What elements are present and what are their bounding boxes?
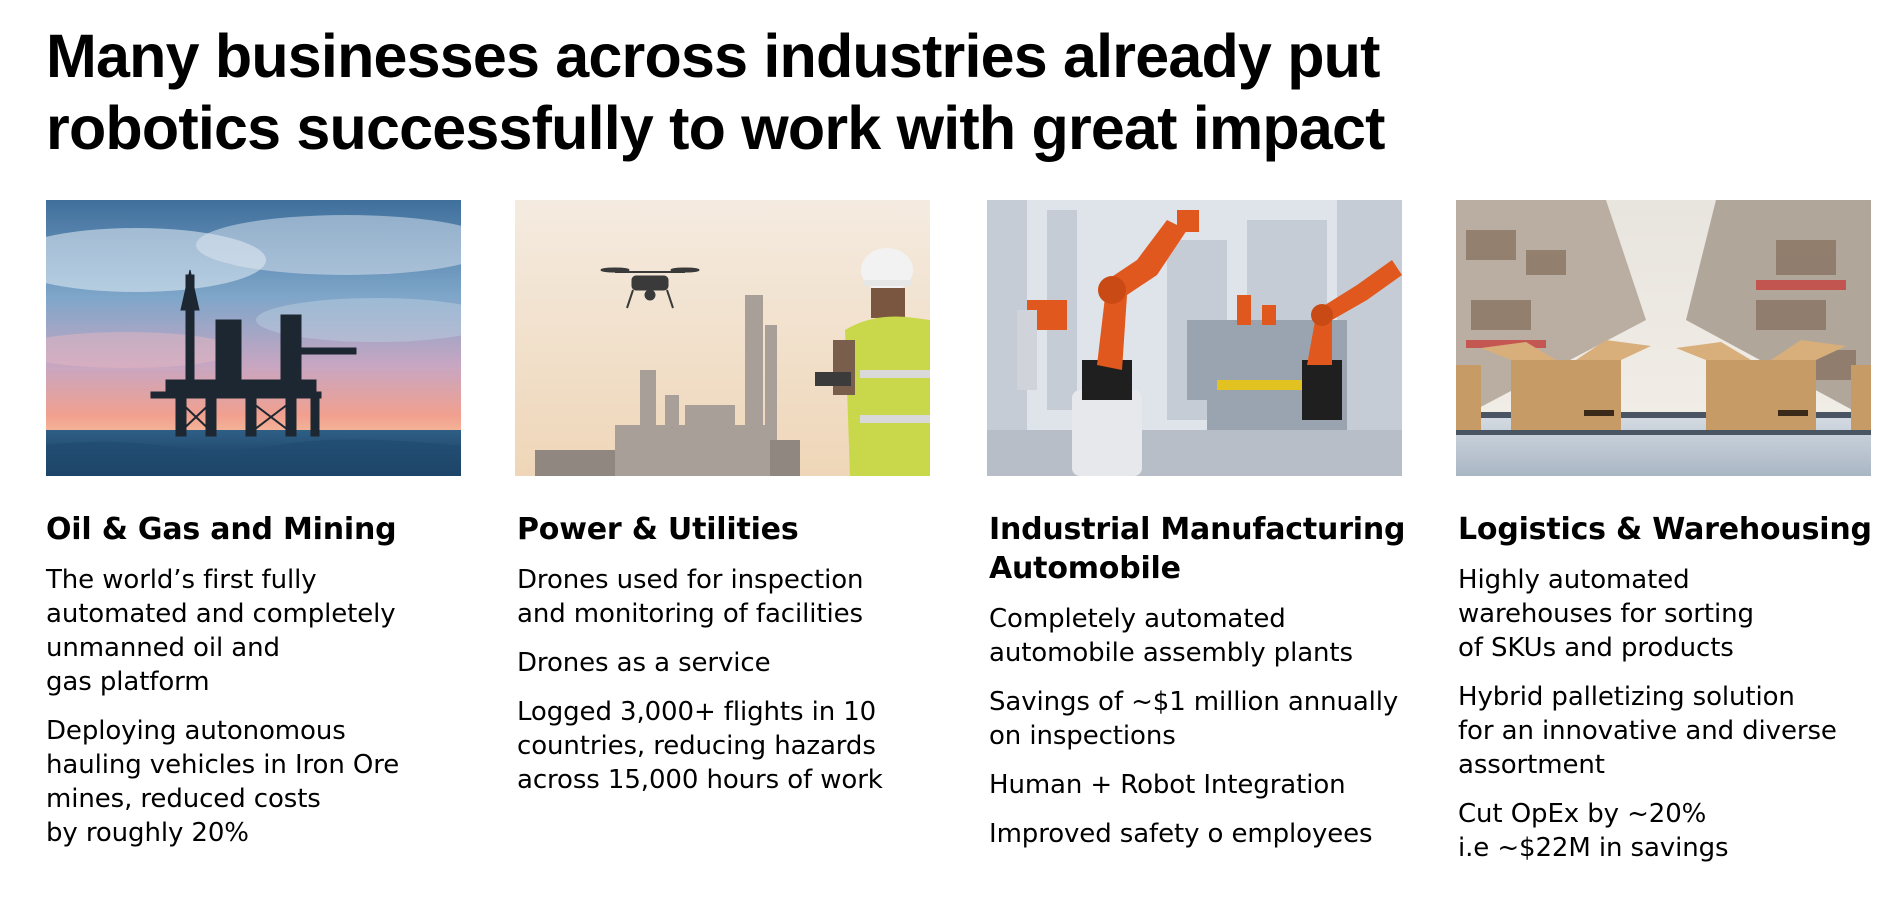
card-bullet: Drones used for inspection and monitorin… [517, 565, 864, 629]
card-title: Logistics & Warehousing [1458, 512, 1872, 547]
card-bullet: Logged 3,000+ flights in 10 countries, r… [517, 697, 883, 795]
card-bullet: Hybrid palletizing solution for an innov… [1458, 682, 1837, 780]
card-bullet: Cut OpEx by ~20% i.e ~$22M in savings [1458, 799, 1729, 863]
warehouse-conveyor-boxes-photo [1456, 200, 1871, 476]
card-bullet: Human + Robot Integration [989, 770, 1346, 800]
headline-line-2: robotics successfully to work with great… [46, 94, 1385, 162]
card-bullet: Highly automated warehouses for sorting … [1458, 565, 1754, 663]
industry-card-logistics: Logistics & Warehousing Highly automated… [1456, 200, 1872, 880]
drone-inspection-engineer-photo [515, 200, 930, 476]
card-title: Oil & Gas and Mining [46, 512, 397, 547]
offshore-oil-platform-photo [46, 200, 461, 476]
headline-line-1: Many businesses across industries alread… [46, 22, 1380, 90]
card-bullet: Completely automated automobile assembly… [989, 604, 1353, 668]
industry-card-manufacturing: Industrial Manufacturing Automobile Comp… [987, 200, 1406, 866]
robotic-arms-assembly-line-photo [987, 200, 1402, 476]
card-bullet: The world’s first fully automated and co… [46, 565, 396, 697]
card-bullet: Drones as a service [517, 648, 771, 678]
industry-card-oil-gas: Oil & Gas and Mining The world’s first f… [46, 200, 461, 865]
page-headline: Many businesses across industries alread… [46, 20, 1385, 164]
card-title: Power & Utilities [517, 512, 799, 547]
card-bullet: Savings of ~$1 million annually on inspe… [989, 687, 1399, 751]
industry-card-power-utilities: Power & Utilities Drones used for inspec… [515, 200, 930, 812]
card-bullet: Improved safety o employees [989, 819, 1373, 849]
card-title: Industrial Manufacturing Automobile [989, 512, 1406, 586]
card-bullet: Deploying autonomous hauling vehicles in… [46, 716, 400, 848]
